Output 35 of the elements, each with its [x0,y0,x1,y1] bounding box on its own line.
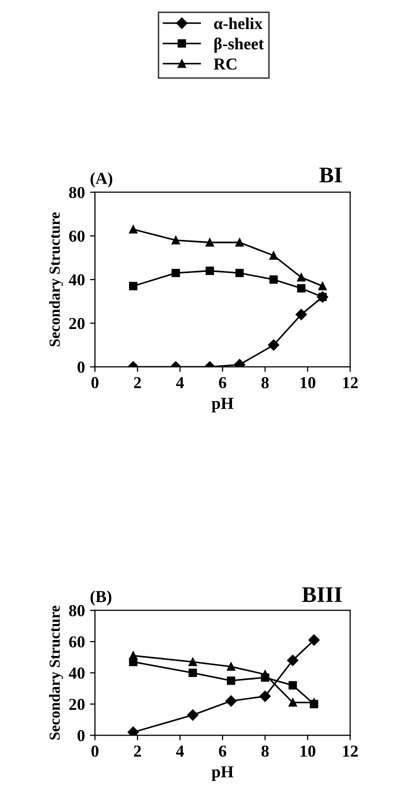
legend-label: α-helix [214,17,263,30]
x-tick-label: 0 [91,746,98,757]
y-tick-label: 0 [78,730,85,742]
y-tick-label: 40 [68,668,85,679]
chart-title: (A) [90,172,112,188]
x-tick-label: 0 [91,377,98,388]
legend-label: RC [214,58,236,70]
x-tick-label: 8 [261,746,269,757]
y-tick-label: 20 [69,698,85,710]
y-tick-label: 60 [69,230,85,242]
y-tick-label: 20 [69,318,85,330]
x-tick-label: 10 [300,746,316,757]
x-tick-label: 6 [218,746,226,757]
text: BI [319,168,342,182]
text: BIII [302,587,342,602]
x-tick-label: 2 [134,377,141,388]
x-axis-title: pH [212,398,234,412]
legend-label: β-sheet [214,38,264,53]
y-axis-title: Secondary Structure [49,606,63,740]
x-tick-label: 2 [134,746,141,757]
y-tick-label: 40 [68,274,85,286]
y-tick-label: 80 [69,605,85,616]
x-tick-label: 12 [343,377,358,388]
y-tick-label: 60 [69,636,85,648]
y-tick-label: 0 [78,362,85,373]
x-tick-label: 12 [343,746,358,757]
x-tick-label: 6 [218,377,226,388]
chart-title: (B) [90,590,112,606]
x-tick-label: 10 [300,377,316,388]
y-axis-title: Secondary Structure [49,212,63,346]
x-axis-title: pH [212,766,234,781]
x-tick-label: 4 [176,746,184,757]
y-tick-label: 80 [69,186,85,198]
x-tick-label: 4 [176,377,184,388]
x-tick-label: 8 [261,377,269,388]
